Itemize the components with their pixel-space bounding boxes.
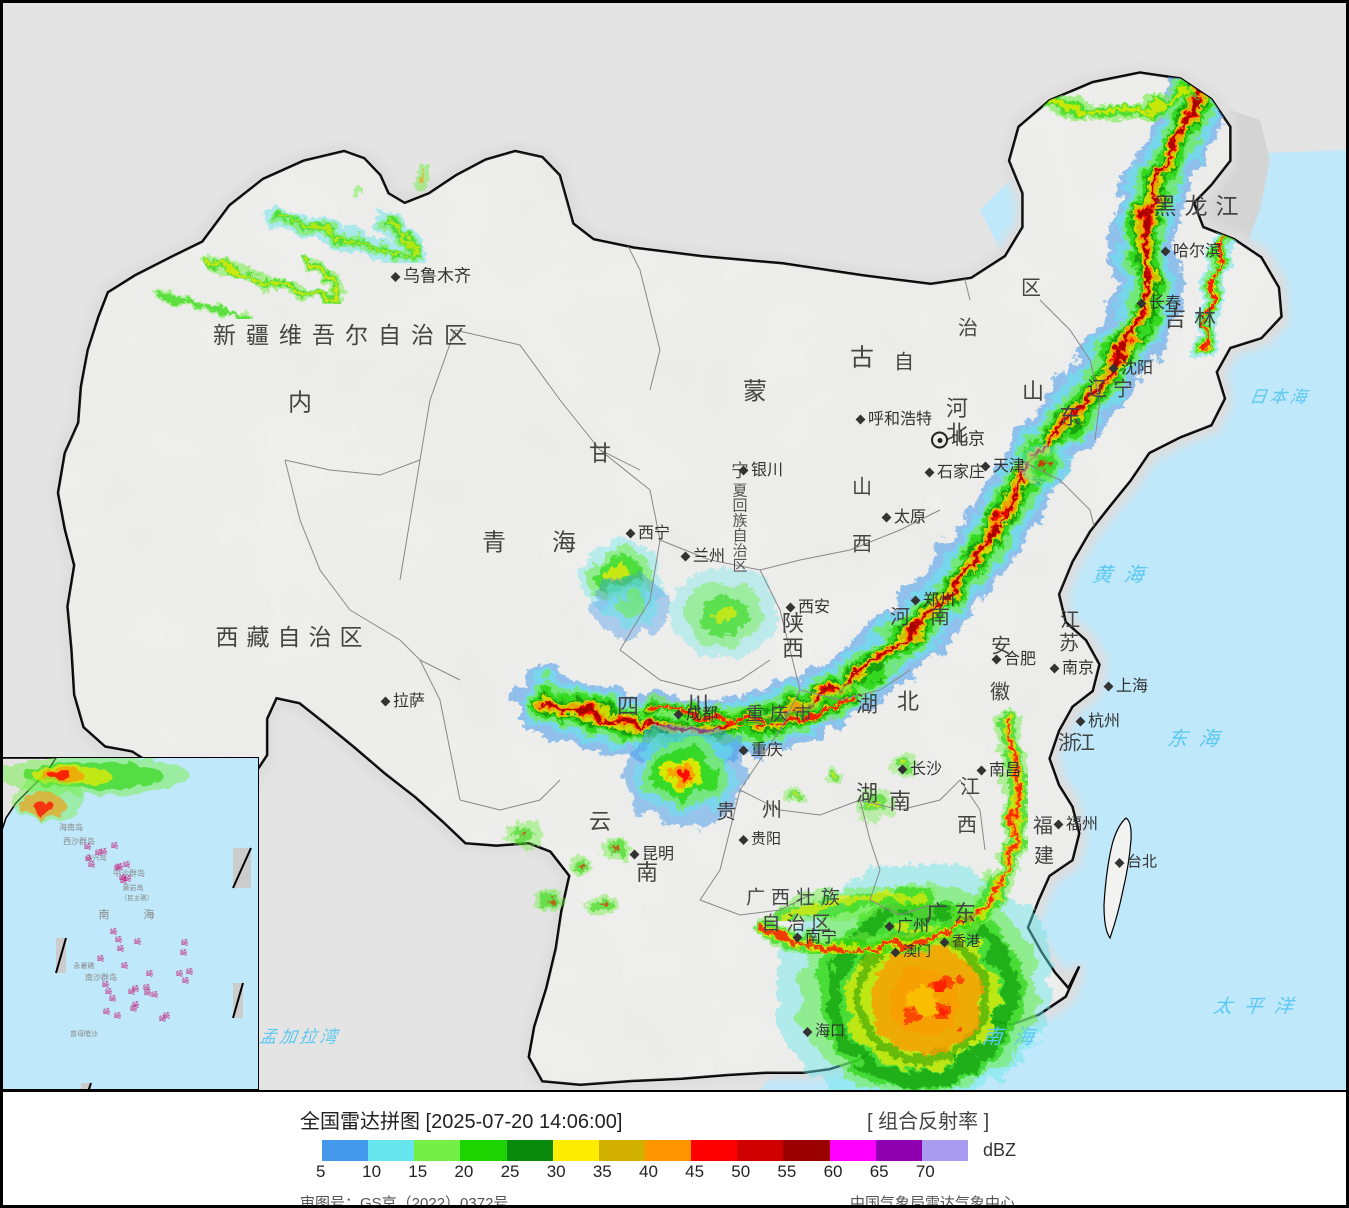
svg-text:崎: 崎	[144, 988, 151, 997]
svg-text:崎: 崎	[151, 990, 158, 999]
svg-text:崎: 崎	[114, 863, 121, 872]
svg-text:崎: 崎	[121, 961, 128, 970]
svg-text:崎: 崎	[134, 937, 141, 946]
svg-text:崎: 崎	[181, 938, 188, 947]
svg-text:崎: 崎	[84, 842, 91, 851]
svg-text:崎: 崎	[182, 976, 189, 985]
svg-text:崎: 崎	[159, 1014, 166, 1023]
svg-text:崎: 崎	[186, 967, 193, 976]
svg-text:崎: 崎	[103, 1007, 110, 1016]
svg-text:崎: 崎	[114, 1011, 121, 1020]
svg-text:海: 海	[144, 907, 155, 921]
svg-text:崎: 崎	[115, 935, 122, 944]
svg-text:崎: 崎	[176, 969, 183, 978]
svg-text:崎: 崎	[146, 969, 153, 978]
svg-text:崎: 崎	[85, 854, 92, 863]
svg-text:崎: 崎	[132, 1000, 139, 1009]
svg-text:崎: 崎	[123, 860, 130, 869]
svg-text:海南岛: 海南岛	[59, 822, 83, 832]
svg-text:崎: 崎	[117, 944, 124, 953]
svg-text:崎: 崎	[180, 948, 187, 957]
svg-text:南沙群岛: 南沙群岛	[85, 972, 117, 982]
svg-text:崎: 崎	[110, 927, 117, 936]
svg-text:崎: 崎	[97, 954, 104, 963]
svg-text:崎: 崎	[105, 987, 112, 996]
svg-text:南: 南	[99, 908, 110, 921]
svg-text:崎: 崎	[120, 876, 127, 885]
svg-text:崎: 崎	[128, 987, 135, 996]
svg-text:崎: 崎	[95, 848, 102, 857]
svg-text:崎: 崎	[102, 980, 109, 989]
svg-text:永暑礁: 永暑礁	[74, 961, 95, 970]
svg-text:（民主礁）: （民主礁）	[121, 893, 154, 902]
svg-text:曾母暗沙: 曾母暗沙	[70, 1029, 98, 1038]
svg-text:崎: 崎	[111, 841, 118, 850]
